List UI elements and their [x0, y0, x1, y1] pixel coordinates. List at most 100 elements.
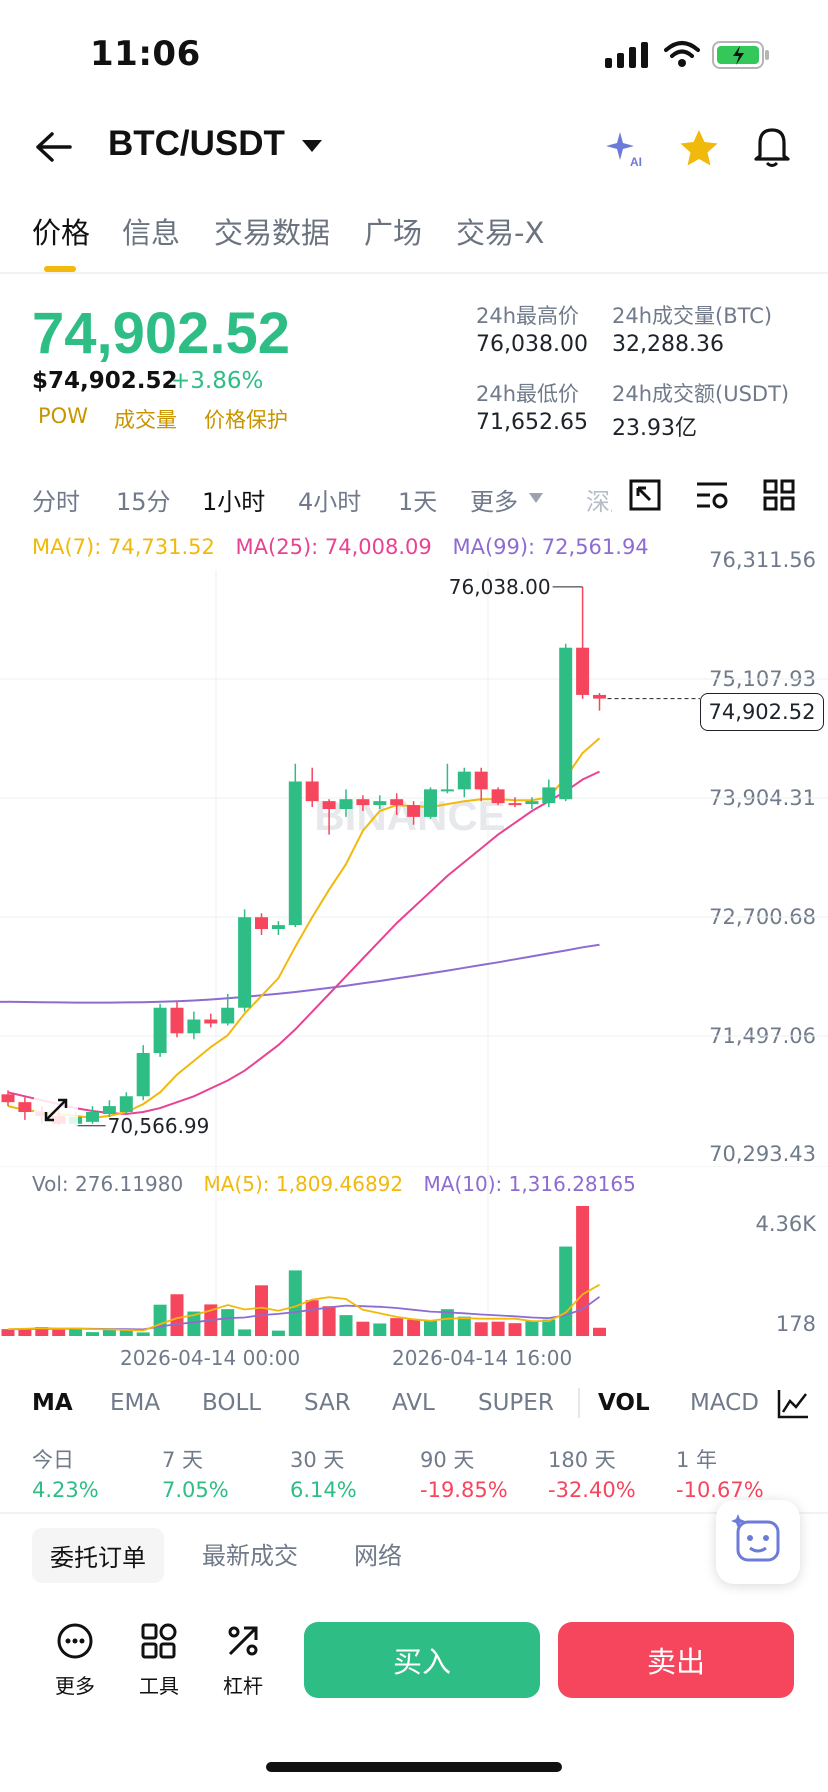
candle-body	[525, 801, 539, 805]
perf-label: 今日	[32, 1448, 74, 1472]
vol-ma5-line	[7, 1283, 600, 1332]
indicator-ema[interactable]: EMA	[110, 1390, 161, 1416]
volume-bar	[407, 1319, 421, 1336]
more-label[interactable]: 更多	[55, 1674, 95, 1698]
vol-usdt-label: 24h成交额(USDT)	[612, 382, 790, 406]
candle-body	[271, 925, 285, 930]
tab-network[interactable]: 网络	[354, 1542, 402, 1570]
candle-body	[255, 917, 268, 930]
pair-dropdown-icon[interactable]	[300, 138, 324, 154]
sell-button[interactable]: 卖出	[558, 1622, 794, 1698]
perf-label: 180 天	[548, 1448, 616, 1472]
ai-sparkle-icon[interactable]: AI	[604, 128, 646, 170]
perf-value: 6.14%	[290, 1478, 357, 1502]
tab-open-orders[interactable]: 委托订单	[32, 1528, 164, 1583]
tag-volume[interactable]: 成交量	[114, 408, 177, 432]
grid-layout-icon[interactable]	[762, 478, 796, 512]
volume-bar	[52, 1329, 66, 1336]
tag-pow[interactable]: POW	[38, 404, 88, 428]
price-change: +3.86%	[171, 368, 264, 394]
tab-info[interactable]: 信息	[122, 216, 181, 250]
volume-bar	[559, 1246, 573, 1336]
tools-label[interactable]: 工具	[139, 1674, 179, 1698]
volume-bar	[440, 1309, 454, 1336]
high-marker-label: 76,038.00	[449, 575, 551, 599]
indicator-avl[interactable]: AVL	[392, 1390, 435, 1416]
wifi-icon	[664, 41, 700, 67]
tools-icon[interactable]	[140, 1622, 178, 1660]
interval-1h[interactable]: 1小时	[202, 488, 266, 516]
interval-15m[interactable]: 15分	[116, 488, 171, 516]
favorite-star-icon[interactable]	[678, 128, 720, 168]
chart-settings-icon[interactable]	[694, 478, 730, 512]
date-label: 2026-04-14 00:00	[120, 1346, 301, 1370]
candle-body	[390, 799, 404, 806]
tab-latest-trades[interactable]: 最新成交	[202, 1542, 298, 1570]
tab-trade-x[interactable]: 交易-X	[456, 216, 545, 250]
ma99-line	[7, 943, 600, 1004]
active-tab-indicator	[44, 266, 76, 272]
indicator-settings-icon[interactable]	[776, 1388, 810, 1420]
interval-1d[interactable]: 1天	[398, 488, 438, 516]
indicator-ma[interactable]: MA	[32, 1390, 73, 1416]
expand-chart-button[interactable]	[34, 1088, 78, 1132]
ma7-label: MA(7): 74,731.52	[32, 535, 215, 559]
candle-body	[204, 1019, 218, 1024]
high-value: 76,038.00	[476, 332, 588, 357]
more-icon[interactable]	[56, 1622, 94, 1660]
back-arrow-icon[interactable]	[34, 130, 74, 164]
buy-button[interactable]: 买入	[304, 1622, 540, 1698]
indicator-boll[interactable]: BOLL	[202, 1390, 262, 1416]
vol-label: Vol: 276.11980	[32, 1172, 184, 1196]
indicator-divider	[578, 1388, 580, 1418]
tab-trading-data[interactable]: 交易数据	[214, 216, 331, 250]
indicator-super[interactable]: SUPER	[478, 1390, 554, 1416]
divider	[0, 272, 828, 274]
ma7-line	[7, 737, 601, 1119]
perf-label: 1 年	[676, 1448, 718, 1472]
volume-bar	[542, 1319, 556, 1336]
candle-body	[86, 1112, 99, 1122]
volume-bar	[424, 1320, 437, 1336]
tab-price[interactable]: 价格	[32, 216, 91, 250]
candle-body	[187, 1019, 201, 1034]
volume-bar	[322, 1306, 336, 1336]
volume-bar	[491, 1321, 505, 1336]
more-dropdown-icon	[529, 493, 543, 503]
indicator-vol[interactable]: VOL	[598, 1390, 650, 1416]
candle-body	[170, 1007, 184, 1034]
fullscreen-chart-icon[interactable]	[628, 478, 662, 512]
leverage-icon[interactable]	[224, 1622, 262, 1660]
tag-price-protection[interactable]: 价格保护	[204, 408, 288, 432]
candle-body	[559, 647, 573, 800]
indicator-macd[interactable]: MACD	[690, 1390, 759, 1416]
vol-btc-value: 32,288.36	[612, 332, 724, 357]
low-value: 71,652.65	[476, 410, 588, 435]
divider	[0, 1512, 828, 1514]
low-marker-label: 70,566.99	[108, 1114, 210, 1138]
vol-ma5-label: MA(5): 1,809.46892	[203, 1172, 404, 1196]
volume-bar	[508, 1323, 522, 1336]
volume-bar	[69, 1328, 83, 1336]
volume-bar	[86, 1332, 99, 1336]
last-price: 74,902.52	[32, 301, 291, 366]
indicator-sar[interactable]: SAR	[304, 1390, 351, 1416]
ma99-label: MA(99): 72,561.94	[452, 535, 649, 559]
volume-bar	[35, 1327, 49, 1336]
ma25-line	[7, 770, 600, 1116]
pair-title[interactable]: BTC/USDT	[108, 124, 285, 163]
ai-assistant-button[interactable]	[716, 1500, 800, 1584]
bell-icon[interactable]	[752, 124, 792, 168]
volume-bar	[339, 1315, 353, 1336]
interval-more[interactable]: 更多	[470, 488, 518, 516]
interval-4h[interactable]: 4小时	[298, 488, 362, 516]
candle-body	[440, 789, 454, 792]
volume-chart[interactable]	[0, 1166, 828, 1340]
interval-timeline[interactable]: 分时	[32, 488, 80, 516]
perf-value: -10.67%	[676, 1478, 764, 1502]
vol-btc-label: 24h成交量(BTC)	[612, 304, 773, 328]
leverage-label[interactable]: 杠杆	[223, 1674, 263, 1698]
volume-bar	[136, 1332, 150, 1336]
tab-square[interactable]: 广场	[364, 216, 423, 250]
